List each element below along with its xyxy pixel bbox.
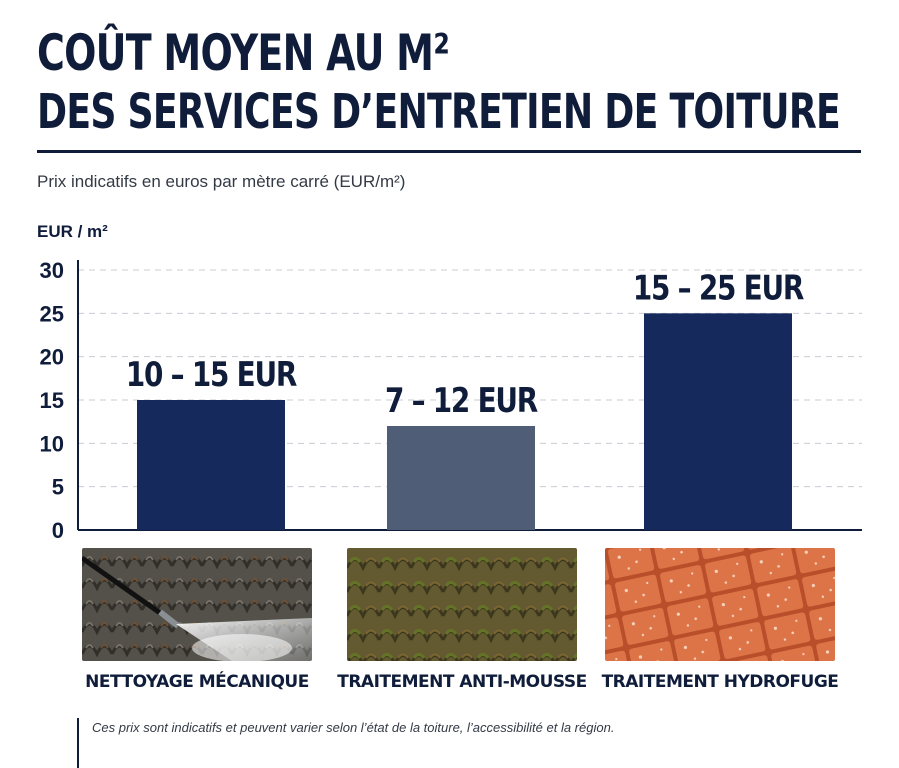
y-tick-label: 25 — [40, 301, 64, 326]
y-tick-label: 15 — [40, 388, 64, 413]
bar-chart: 0 5 10 15 20 25 30 10 – 15 EUR 7 – 12 EUR 15 – 25… — [40, 258, 862, 543]
anti-mousse-photo — [347, 548, 577, 661]
title-line-2: DES SERVICES D’ENTRETIEN DE TOITURE — [37, 84, 841, 140]
bar-data-label: 15 – 25 EUR — [633, 269, 804, 308]
note-accent-bar — [77, 718, 79, 768]
y-axis-label: EUR / m² — [37, 222, 108, 241]
nettoyage-photo — [82, 548, 312, 661]
bar — [387, 426, 535, 530]
category-label-anti-mousse: TRAITEMENT ANTI-MOUSSE — [337, 672, 587, 692]
footnote: Ces prix sont indicatifs et peuvent vari… — [92, 720, 615, 735]
y-tick-label: 5 — [52, 475, 64, 500]
bar-data-label: 10 – 15 EUR — [126, 355, 297, 394]
category-label-nettoyage: NETTOYAGE MÉCANIQUE — [85, 672, 309, 692]
y-tick-label: 20 — [40, 345, 64, 370]
bar — [644, 313, 792, 530]
category-label-hydrofuge: TRAITEMENT HYDROFUGE — [601, 672, 839, 692]
y-tick-label: 0 — [52, 518, 64, 543]
bar-data-label: 7 – 12 EUR — [385, 381, 538, 420]
hydrofuge-photo — [605, 548, 835, 661]
title-line-1: COÛT MOYEN AU M² — [37, 24, 450, 82]
bar — [137, 400, 285, 530]
y-tick-label: 10 — [40, 431, 64, 456]
title-divider — [37, 150, 861, 153]
y-tick-label: 30 — [40, 258, 64, 283]
subtitle: Prix indicatifs en euros par mètre carré… — [37, 172, 406, 191]
